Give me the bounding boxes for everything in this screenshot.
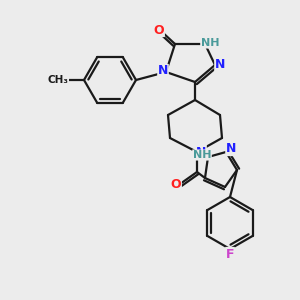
Text: N: N (215, 58, 225, 71)
Text: NH: NH (201, 38, 219, 48)
Text: O: O (154, 23, 164, 37)
Text: F: F (226, 248, 234, 260)
Text: NH: NH (193, 150, 211, 160)
Text: CH₃: CH₃ (47, 75, 68, 85)
Text: N: N (226, 142, 236, 155)
Text: N: N (196, 146, 206, 158)
Text: N: N (158, 64, 168, 77)
Text: O: O (171, 178, 181, 191)
